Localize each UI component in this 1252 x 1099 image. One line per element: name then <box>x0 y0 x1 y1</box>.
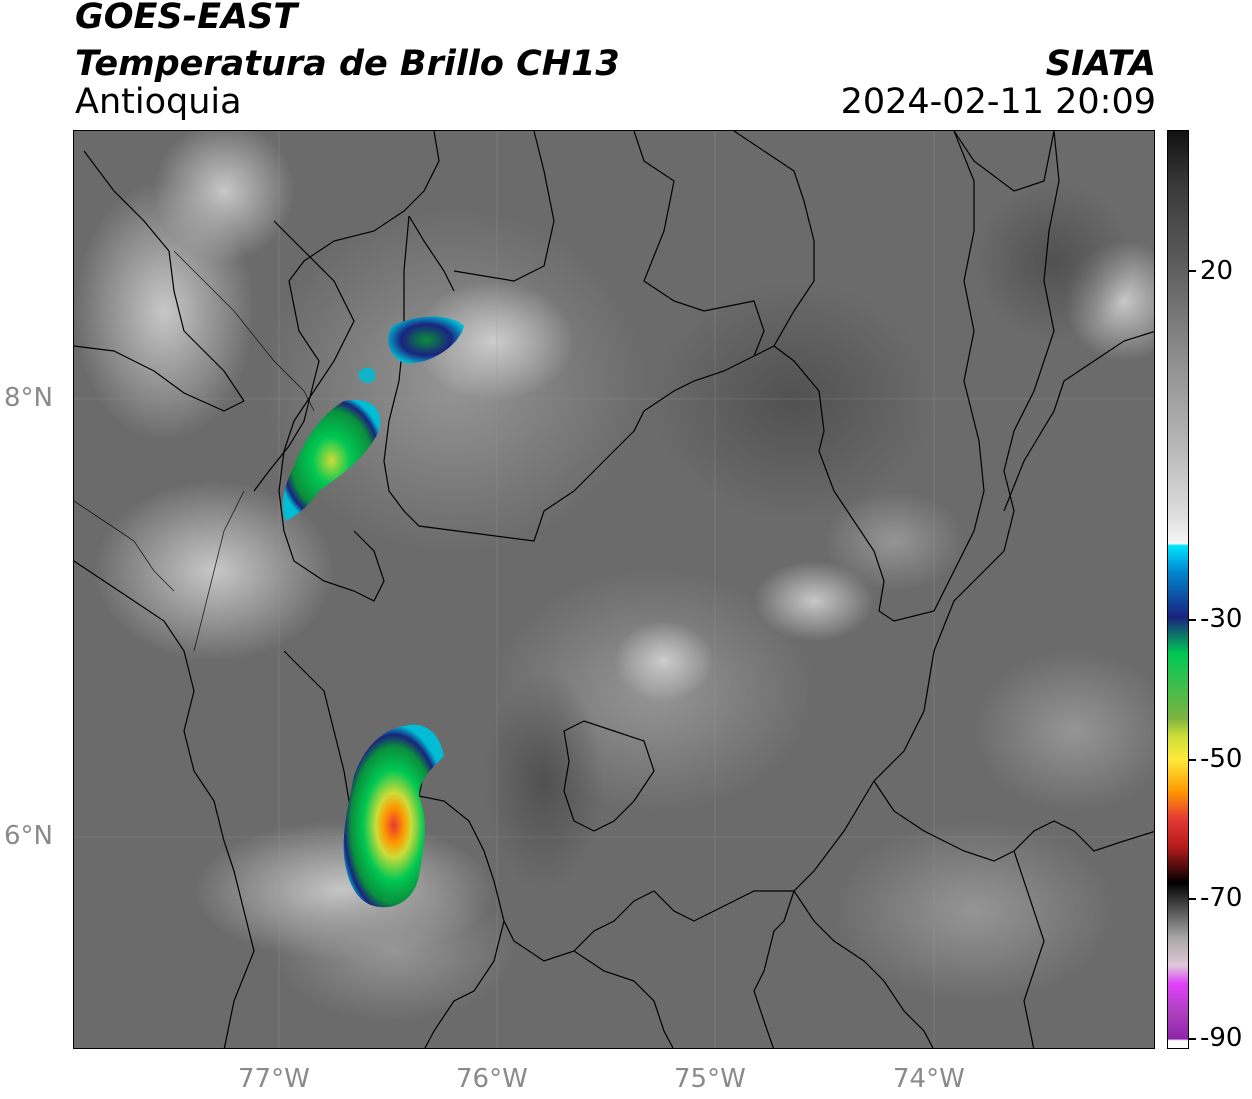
lat-label-6n: 6°N <box>4 821 53 851</box>
graticule <box>74 131 1154 1048</box>
lon-label-77w: 77°W <box>238 1064 310 1094</box>
coastlines <box>74 250 315 652</box>
colorbar-tick <box>1189 619 1196 621</box>
colorbar-tick <box>1189 1038 1196 1040</box>
colorbar-label: -90 <box>1200 1023 1243 1053</box>
colorbar-label: 20 <box>1200 256 1234 286</box>
map-canvas <box>74 131 1154 1048</box>
timestamp-label: 2024-02-11 20:09 <box>840 82 1156 122</box>
colorbar-tick <box>1189 898 1196 900</box>
lat-label-8n: 8°N <box>4 383 53 413</box>
lon-label-75w: 75°W <box>674 1064 746 1094</box>
satellite-title: GOES-EAST <box>75 0 298 37</box>
colorbar-tick <box>1189 759 1196 761</box>
colorbar-label: -30 <box>1200 604 1243 634</box>
product-title: Temperatura de Brillo CH13 <box>75 44 620 84</box>
storm-cells <box>282 316 464 908</box>
lon-label-76w: 76°W <box>456 1064 528 1094</box>
satellite-map[interactable] <box>73 130 1155 1049</box>
colorbar <box>1167 130 1189 1049</box>
lon-label-74w: 74°W <box>893 1064 965 1094</box>
colorbar-label: -50 <box>1200 744 1243 774</box>
brand-label: SIATA <box>1045 44 1156 84</box>
colorbar-label: -70 <box>1200 883 1243 913</box>
colorbar-tick <box>1189 270 1196 272</box>
region-label: Antioquia <box>75 82 242 122</box>
boundaries <box>74 131 1154 1048</box>
